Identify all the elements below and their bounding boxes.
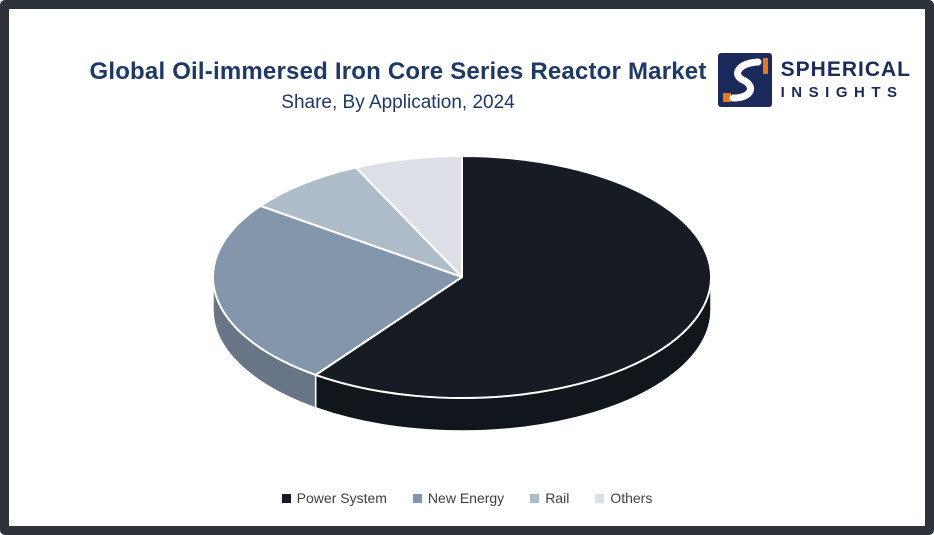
chart-header: Global Oil-immersed Iron Core Series Rea… bbox=[40, 57, 756, 114]
legend-swatch bbox=[412, 493, 422, 503]
legend-item-new-energy: New Energy bbox=[412, 490, 505, 506]
brand-name-line2: INSIGHTS bbox=[780, 83, 904, 101]
legend-label: Others bbox=[610, 490, 653, 506]
brand-name-line1: SPHERICAL bbox=[780, 57, 911, 81]
legend-item-power-system: Power System bbox=[281, 490, 387, 506]
legend-swatch bbox=[281, 493, 291, 503]
legend-label: New Energy bbox=[427, 490, 505, 506]
legend-swatch bbox=[530, 493, 540, 503]
brand-logo: SPHERICAL INSIGHTS bbox=[717, 53, 911, 107]
pie-slice-others bbox=[354, 155, 463, 278]
pie-chart bbox=[212, 155, 712, 432]
legend-item-rail: Rail bbox=[530, 490, 569, 506]
chart-legend: Power System New Energy Rail Others bbox=[9, 490, 925, 506]
legend-label: Rail bbox=[545, 490, 570, 506]
legend-label: Power System bbox=[296, 490, 387, 506]
legend-swatch bbox=[595, 493, 605, 503]
brand-logo-icon bbox=[717, 53, 772, 107]
pie-slice-power-system bbox=[314, 155, 712, 399]
legend-item-others: Others bbox=[595, 490, 652, 506]
chart-title: Global Oil-immersed Iron Core Series Rea… bbox=[89, 58, 707, 85]
pie-slice-rail bbox=[259, 166, 463, 278]
pie-slice-new-energy bbox=[212, 204, 463, 376]
brand-logo-text: SPHERICAL INSIGHTS bbox=[781, 58, 911, 103]
chart-subtitle: Share, By Application, 2024 bbox=[281, 92, 515, 113]
